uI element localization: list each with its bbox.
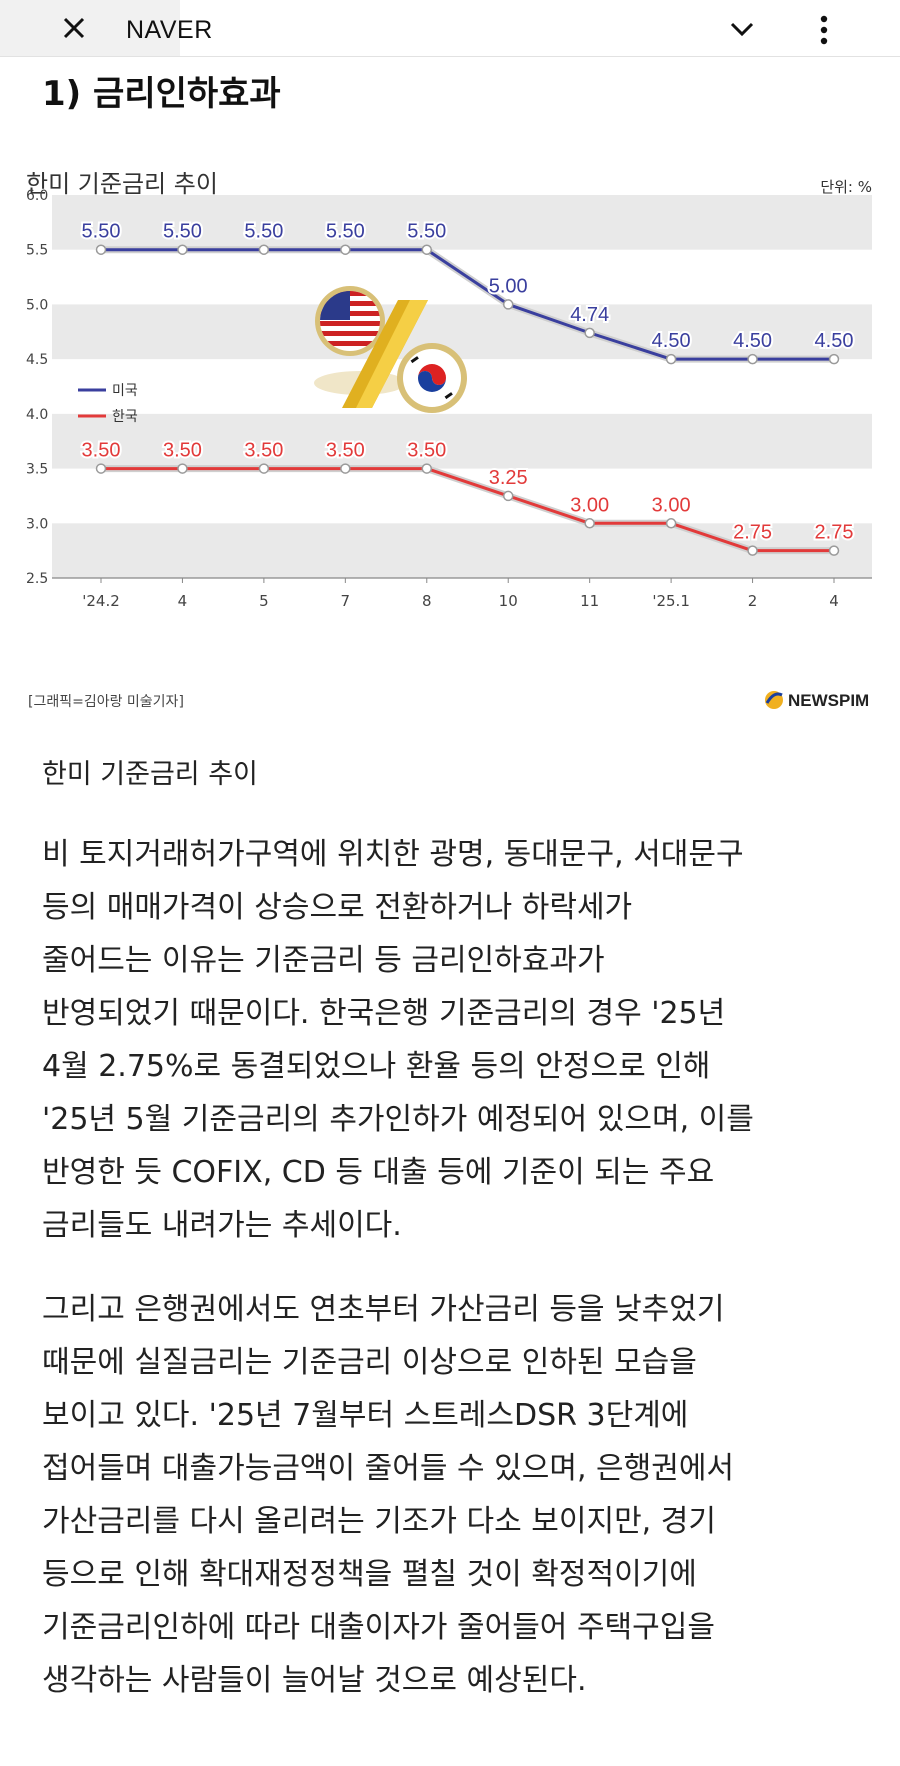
top-bar: NAVER [0, 0, 900, 57]
data-point [340, 244, 351, 255]
y-tick-label: 4.0 [26, 407, 48, 423]
data-label: 2.75 [815, 522, 854, 544]
x-tick-label: 4 [178, 592, 188, 610]
data-point [747, 353, 758, 365]
data-label: 5.50 [326, 221, 365, 243]
rate-chart: 한미 기준금리 추이 단위: % 6.0 5.5 5.0 4.5 4.0 3.5 3.0 2.… [26, 170, 872, 710]
data-point [584, 518, 595, 529]
data-label: 3.50 [82, 440, 121, 462]
x-tick-label: 2 [748, 592, 758, 610]
data-label: 5.50 [244, 221, 283, 243]
data-point [258, 244, 270, 255]
paragraph-1: 비 토지거래허가구역에 위치한 광명, 동대문구, 서대문구 등의 매매가격이 … [42, 837, 754, 1243]
data-label: 5.50 [82, 221, 121, 243]
x-tick-label: 4 [829, 592, 839, 610]
data-point [502, 299, 514, 310]
close-icon[interactable] [60, 14, 88, 42]
data-point [665, 353, 677, 365]
chart-unit: 단위: % [820, 178, 872, 196]
legend-label: 미국 [112, 383, 138, 399]
x-tick-label: 8 [422, 592, 432, 610]
data-point [177, 463, 188, 474]
app-title: NAVER [126, 16, 213, 44]
more-options-icon[interactable] [814, 14, 834, 46]
korea-flag-coin-icon [397, 343, 467, 413]
data-label: 3.00 [652, 494, 691, 516]
data-point [584, 327, 595, 339]
legend-label: 한국 [112, 409, 138, 425]
percent-sign-icon [314, 300, 428, 408]
grid-band [52, 413, 872, 469]
y-tick-label: 3.0 [26, 516, 48, 532]
x-tick-label: 10 [499, 592, 518, 610]
paragraph-2: 그리고 은행권에서도 연초부터 가산금리 등을 낮추었기 때문에 실질금리는 기… [42, 1292, 735, 1698]
rates-illustration [314, 286, 467, 413]
data-label: 5.00 [489, 275, 528, 297]
data-label: 4.50 [815, 330, 854, 352]
data-point [828, 353, 840, 365]
data-point [177, 244, 188, 255]
data-label: 3.25 [489, 467, 528, 489]
y-tick-label: 5.0 [26, 297, 48, 313]
data-label: 5.50 [407, 221, 446, 243]
data-label: 5.50 [163, 221, 202, 243]
grid-band [52, 195, 872, 250]
x-tick-label: 11 [580, 592, 599, 610]
us-flag-coin-icon [315, 286, 385, 356]
chart-title: 한미 기준금리 추이 [26, 170, 218, 198]
newspim-logo: NEWSPIM [765, 691, 869, 710]
data-point [95, 244, 107, 255]
data-label: 4.50 [652, 330, 691, 352]
newspim-logo-text: NEWSPIM [788, 691, 869, 710]
chart-credit: [그래픽=김아랑 미술기자] [28, 694, 184, 710]
data-label: 3.50 [326, 440, 365, 462]
x-tick-label: '25.1 [652, 592, 690, 610]
y-tick-label: 2.5 [26, 571, 48, 587]
x-tick-label: 5 [259, 592, 269, 610]
chevron-down-icon[interactable] [728, 18, 756, 40]
y-tick-label: 4.5 [26, 352, 48, 368]
data-label: 3.50 [244, 440, 283, 462]
x-tick-label: 7 [341, 592, 351, 610]
data-point [258, 463, 270, 474]
y-tick-label: 3.5 [26, 462, 48, 478]
data-point [828, 545, 840, 556]
data-label: 4.50 [733, 330, 772, 352]
data-point [340, 463, 351, 474]
data-label: 3.00 [570, 494, 609, 516]
series-line [101, 248, 834, 361]
chart-caption: 한미 기준금리 추이 [42, 759, 258, 790]
series-line [101, 467, 834, 553]
close-area [0, 0, 180, 56]
y-tick-label: 5.5 [26, 243, 48, 259]
data-point [665, 518, 677, 529]
section-heading: 1) 금리인하효과 [42, 74, 281, 114]
data-point [421, 463, 433, 474]
x-tick-label: '24.2 [82, 592, 120, 610]
data-point [421, 244, 433, 255]
data-label: 3.50 [407, 440, 446, 462]
data-label: 2.75 [733, 522, 772, 544]
data-label: 3.50 [163, 440, 202, 462]
y-tick-label: 6.0 [26, 188, 48, 204]
data-point [747, 545, 758, 556]
data-point [502, 490, 514, 502]
data-label: 4.74 [570, 304, 609, 326]
grid-band [52, 523, 872, 578]
grid-band [52, 304, 872, 360]
data-point [95, 463, 107, 474]
